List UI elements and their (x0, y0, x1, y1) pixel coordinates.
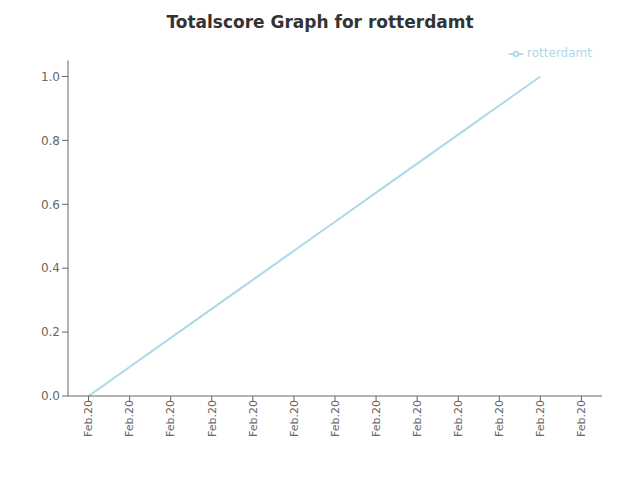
svg-text:Feb.20: Feb.20 (534, 400, 547, 437)
svg-text:Feb.20: Feb.20 (493, 400, 506, 437)
svg-text:Feb.20: Feb.20 (288, 400, 301, 437)
svg-text:Feb.20: Feb.20 (452, 400, 465, 437)
svg-text:Feb.20: Feb.20 (123, 400, 136, 437)
svg-text:Feb.20: Feb.20 (329, 400, 342, 437)
svg-text:Feb.20: Feb.20 (82, 400, 95, 437)
svg-text:Feb.20: Feb.20 (411, 400, 424, 437)
svg-text:Feb.20: Feb.20 (370, 400, 383, 437)
svg-text:Feb.20: Feb.20 (206, 400, 219, 437)
html-text:rotterdamt: rotterdamt (527, 46, 592, 60)
svg-text:0.8: 0.8 (41, 134, 60, 148)
svg-text:Feb.20: Feb.20 (575, 400, 588, 437)
svg-text:Feb.20: Feb.20 (247, 400, 260, 437)
html-text:Totalscore Graph for rotterdam: Totalscore Graph for rotterdamt (166, 12, 474, 32)
svg-text:1.0: 1.0 (41, 70, 60, 84)
svg-text:0.0: 0.0 (41, 389, 60, 403)
svg-text:0.6: 0.6 (41, 198, 60, 212)
svg-text:0.2: 0.2 (41, 325, 60, 339)
svg-text:Feb.20: Feb.20 (165, 400, 178, 437)
svg-text:0.4: 0.4 (41, 261, 60, 275)
